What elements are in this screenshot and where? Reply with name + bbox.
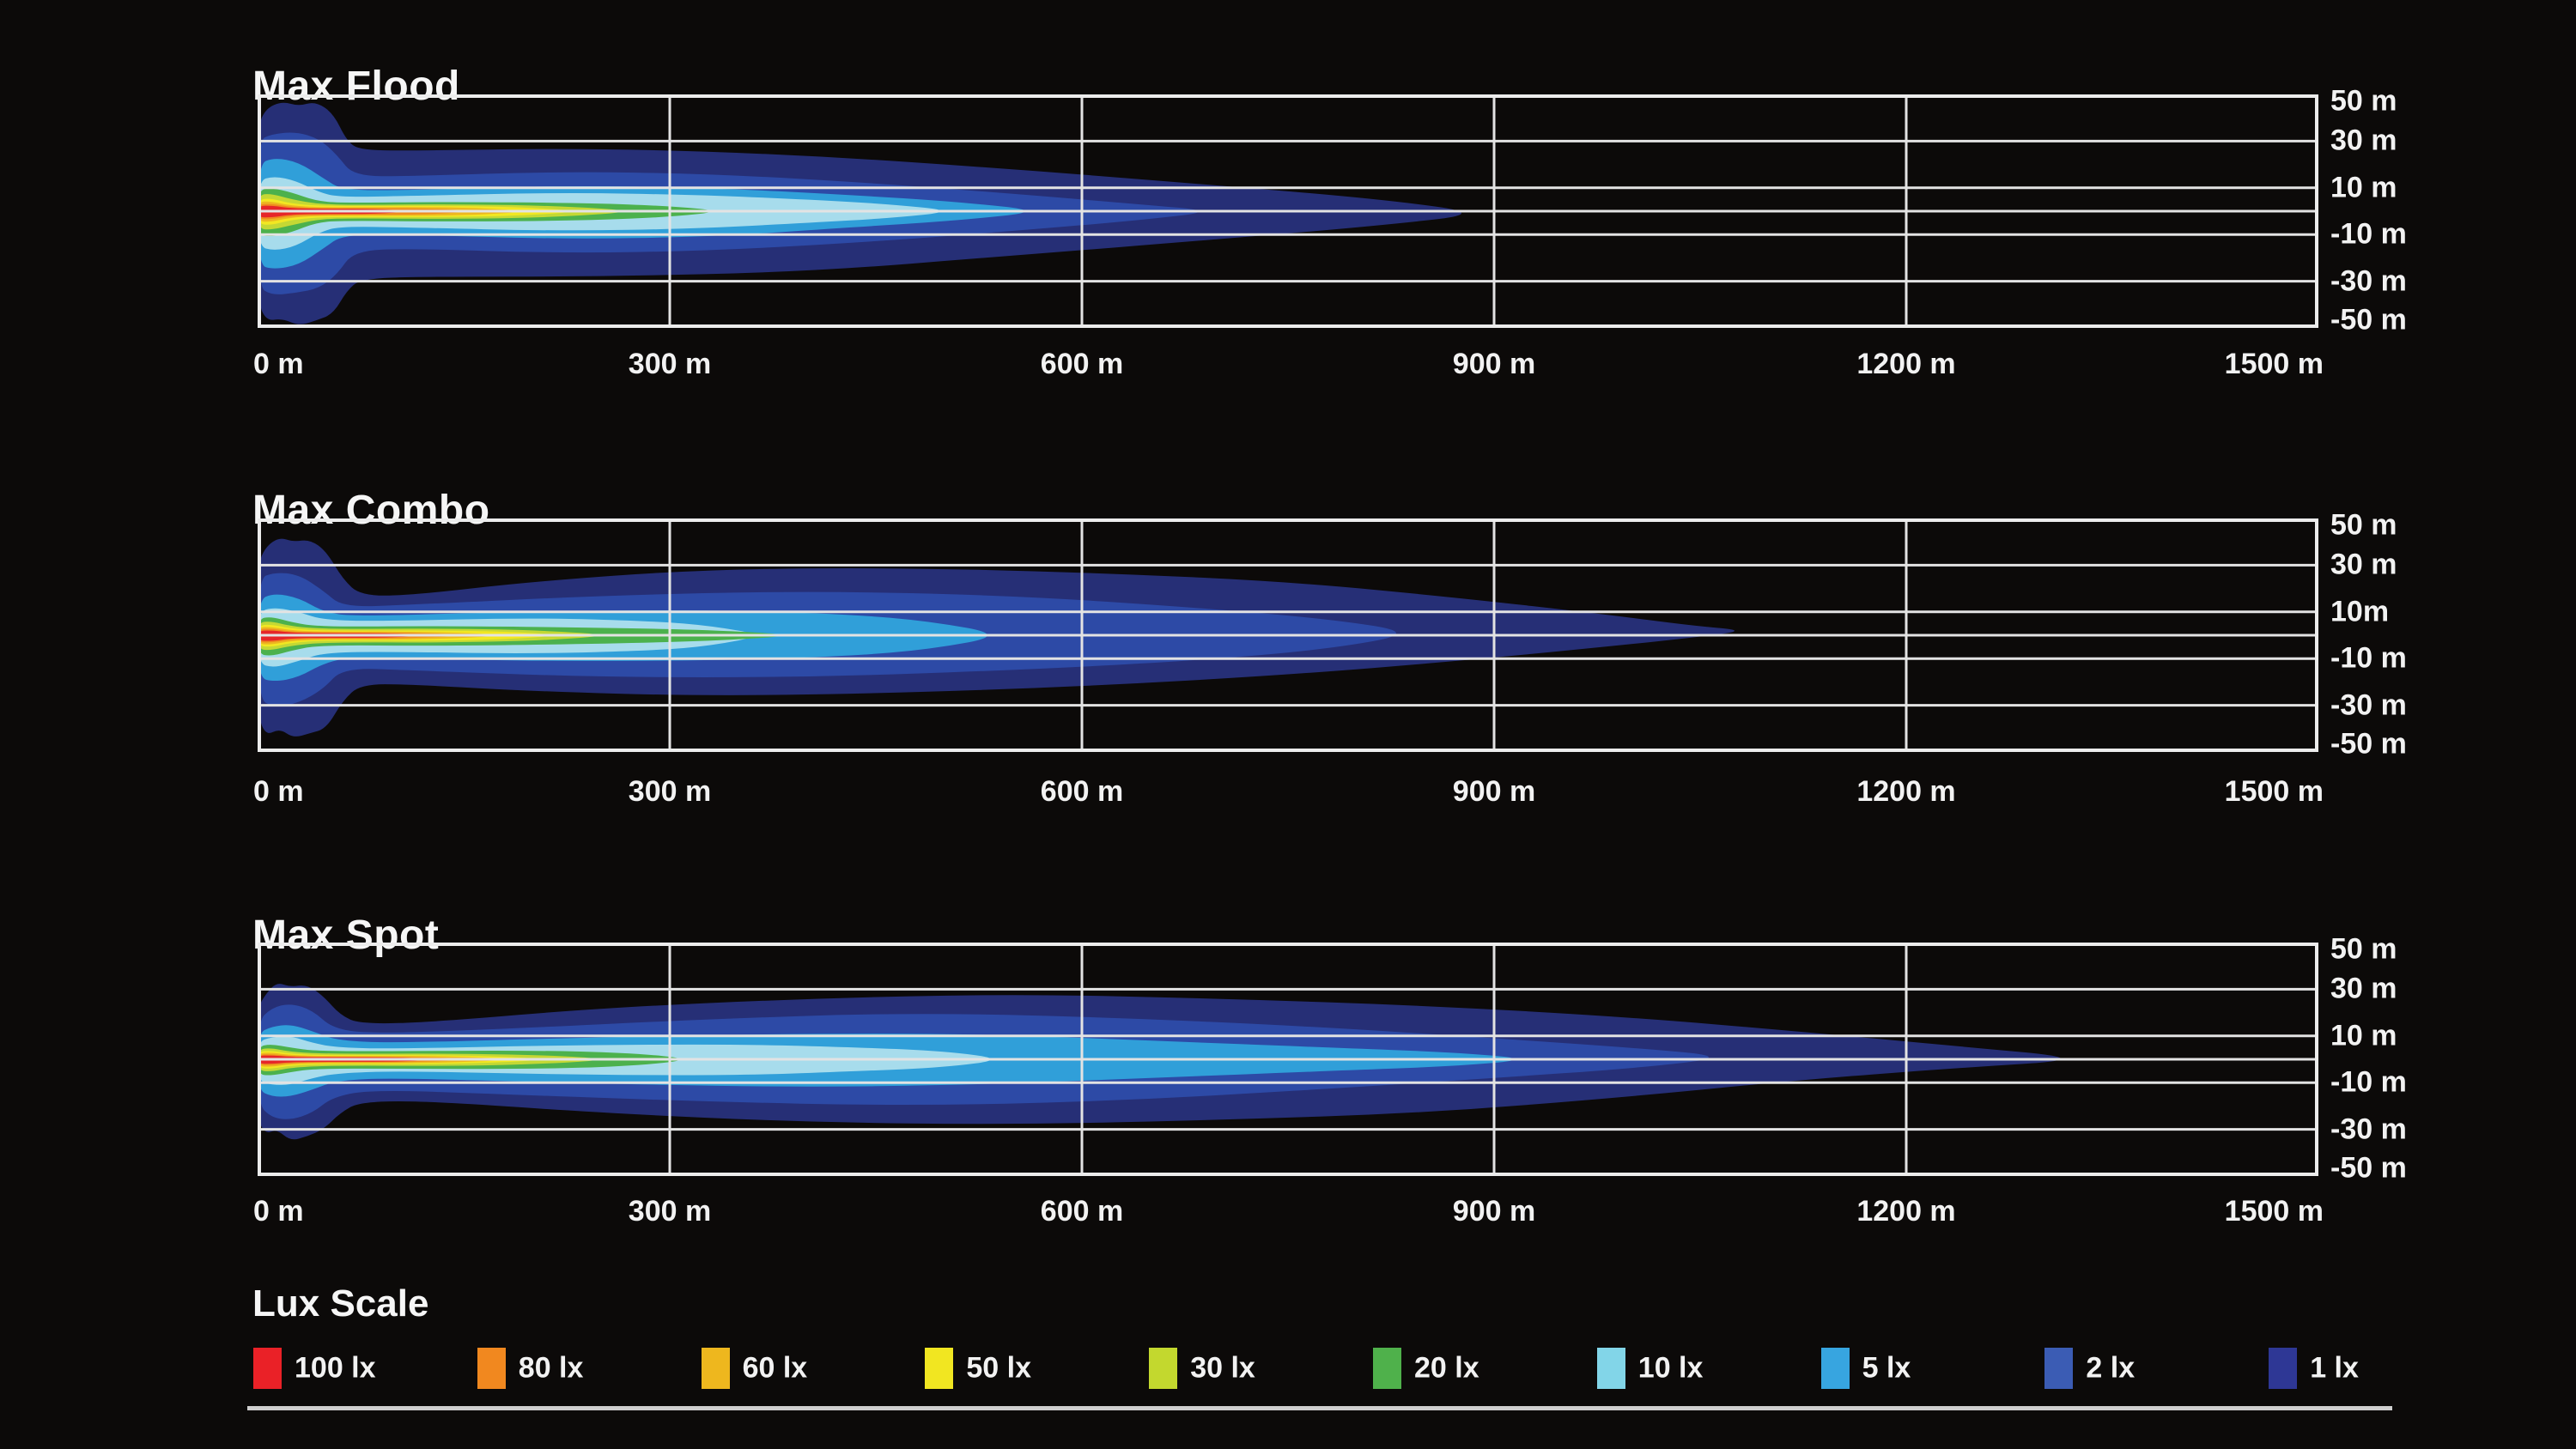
beam-plot-max-combo (258, 518, 2318, 752)
x-axis-max-flood: 0 m 300 m 600 m 900 m 1200 m 1500 m (0, 348, 2576, 384)
beam-plot-max-flood (258, 94, 2318, 328)
chart-title-max-combo: Max Combo (252, 487, 490, 533)
beam-plot-max-spot (258, 943, 2318, 1176)
x-tick-label: 600 m (1040, 1195, 1124, 1228)
legend-label: 1 lx (2310, 1351, 2359, 1385)
legend-label: 100 lx (295, 1351, 376, 1385)
y-tick-label: 50 m (2330, 508, 2397, 542)
legend-swatch (477, 1348, 506, 1389)
legend-swatch (1596, 1348, 1625, 1389)
beam-chart-max-combo (258, 518, 2318, 752)
y-tick-label: 30 m (2330, 124, 2397, 157)
y-tick-label: -30 m (2330, 688, 2407, 722)
x-tick-label: 0 m (253, 1195, 304, 1228)
x-tick-label: 1500 m (2224, 775, 2324, 808)
x-axis-max-combo: 0 m 300 m 600 m 900 m 1200 m 1500 m (0, 775, 2576, 811)
y-tick-label: -30 m (2330, 264, 2407, 298)
legend-swatch (253, 1348, 282, 1389)
legend-label: 10 lx (1637, 1351, 1704, 1385)
y-tick-label: 10m (2330, 595, 2390, 628)
legend-swatch (1373, 1348, 1401, 1389)
legend-divider-line (247, 1406, 2392, 1410)
legend-title: Lux Scale (252, 1282, 429, 1325)
legend-label: 20 lx (1414, 1351, 1479, 1385)
y-tick-label: -10 m (2330, 1065, 2407, 1099)
x-tick-label: 900 m (1452, 1195, 1536, 1228)
x-tick-label: 1200 m (1856, 1195, 1956, 1228)
x-tick-label: 0 m (253, 348, 304, 380)
legend-swatch (1149, 1348, 1178, 1389)
y-tick-label: -50 m (2330, 1151, 2407, 1185)
legend-label: 30 lx (1190, 1351, 1255, 1385)
y-tick-label: -30 m (2330, 1113, 2407, 1146)
plot-border (258, 943, 2318, 1176)
y-tick-label: -50 m (2330, 727, 2407, 761)
legend-swatch (2044, 1348, 2074, 1389)
legend-label: 2 lx (2086, 1351, 2136, 1385)
chart-title-max-flood: Max Flood (252, 63, 460, 109)
y-tick-label: -10 m (2330, 641, 2407, 675)
x-tick-label: 1500 m (2224, 348, 2324, 380)
x-tick-label: 300 m (628, 775, 712, 808)
y-tick-label: 30 m (2330, 548, 2397, 581)
plot-border (258, 94, 2318, 328)
legend-label: 80 lx (518, 1351, 584, 1385)
legend-swatch (2269, 1348, 2298, 1389)
y-tick-label: -10 m (2330, 217, 2407, 251)
legend-label: 50 lx (966, 1351, 1032, 1385)
legend-label: 60 lx (742, 1351, 808, 1385)
x-tick-label: 600 m (1040, 348, 1124, 380)
y-tick-label: 50 m (2330, 932, 2397, 966)
x-tick-label: 900 m (1452, 775, 1536, 808)
legend-label: 5 lx (1862, 1351, 1911, 1385)
beam-chart-max-flood (258, 94, 2318, 328)
plot-border (258, 518, 2318, 752)
beam-chart-max-spot (258, 943, 2318, 1176)
y-tick-label: 10 m (2330, 1019, 2397, 1052)
legend-swatch (701, 1348, 730, 1389)
lux-scale-legend: 100 lx 80 lx 60 lx 50 lx 30 lx 20 lx 10 lx 5 lx… (0, 1348, 2576, 1389)
x-tick-label: 1500 m (2224, 1195, 2324, 1228)
legend-swatch (925, 1348, 954, 1389)
y-tick-label: 10 m (2330, 171, 2397, 204)
legend-swatch (1820, 1348, 1850, 1389)
y-tick-label: 30 m (2330, 972, 2397, 1005)
x-tick-label: 1200 m (1856, 775, 1956, 808)
x-tick-label: 0 m (253, 775, 304, 808)
x-tick-label: 900 m (1452, 348, 1536, 380)
x-tick-label: 300 m (628, 348, 712, 380)
y-tick-label: -50 m (2330, 303, 2407, 336)
y-tick-label: 50 m (2330, 84, 2397, 118)
x-tick-label: 300 m (628, 1195, 712, 1228)
x-tick-label: 600 m (1040, 775, 1124, 808)
chart-title-max-spot: Max Spot (252, 912, 440, 958)
x-axis-max-spot: 0 m 300 m 600 m 900 m 1200 m 1500 m (0, 1195, 2576, 1231)
x-tick-label: 1200 m (1856, 348, 1956, 380)
